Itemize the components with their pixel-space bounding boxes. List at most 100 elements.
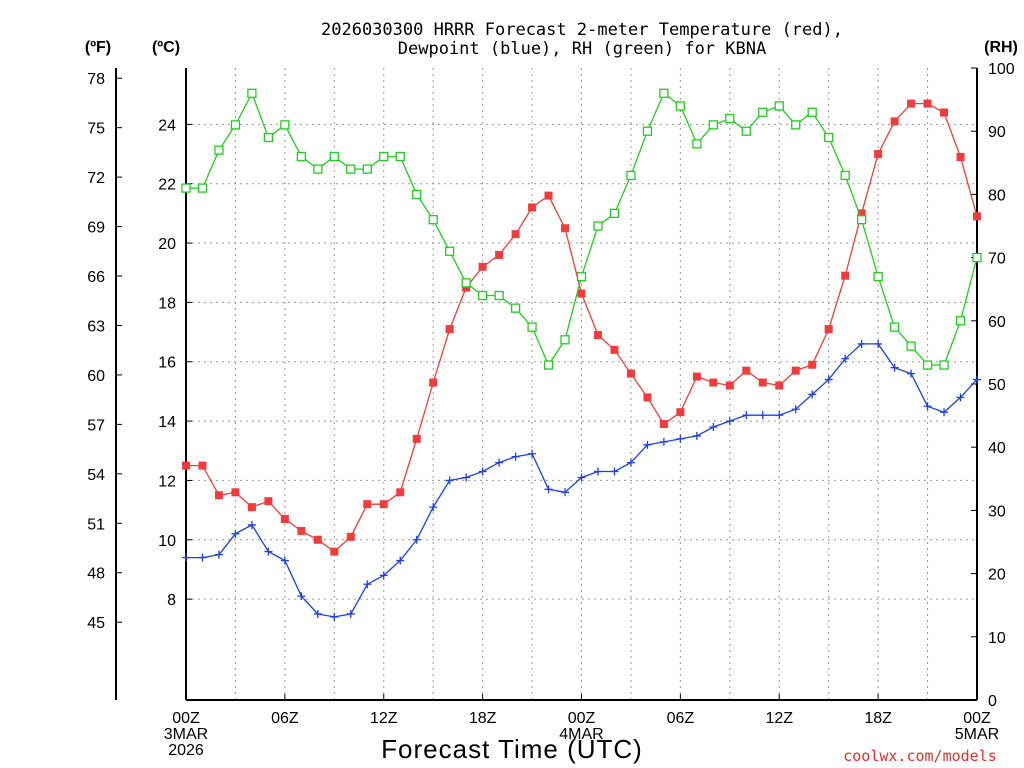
rh-axis-label: (RH) bbox=[984, 39, 1018, 56]
rh-point bbox=[494, 290, 504, 301]
temperature-point bbox=[214, 491, 223, 500]
rh-point bbox=[725, 113, 735, 124]
rh-tick-label: 20 bbox=[988, 567, 1006, 584]
celsius-tick-label: 24 bbox=[158, 117, 176, 134]
rh-point bbox=[741, 126, 751, 136]
temperature-point bbox=[182, 461, 190, 470]
rh-point bbox=[313, 164, 323, 174]
x-tick-label: 2026 bbox=[168, 742, 204, 759]
temperature-point bbox=[198, 461, 207, 470]
dewpoint-point bbox=[528, 449, 537, 458]
rh-tick-label: 90 bbox=[988, 124, 1006, 141]
rh-point bbox=[477, 290, 488, 301]
dewpoint-point bbox=[412, 535, 421, 544]
temperature-point bbox=[643, 393, 652, 402]
rh-point bbox=[807, 107, 817, 117]
rh-point bbox=[214, 145, 224, 155]
celsius-tick-label: 20 bbox=[158, 236, 176, 253]
rh-tick-label: 30 bbox=[988, 503, 1006, 520]
fahrenheit-tick-label: 54 bbox=[87, 467, 105, 484]
temperature-point bbox=[808, 360, 817, 369]
rh-point bbox=[560, 335, 570, 345]
temperature-point bbox=[429, 378, 438, 387]
rh-tick-label: 70 bbox=[988, 251, 1006, 268]
dewpoint-point bbox=[346, 609, 355, 618]
dewpoint-point bbox=[495, 458, 504, 467]
temperature-point bbox=[659, 420, 668, 429]
dewpoint-point bbox=[742, 411, 751, 420]
x-tick-label: 06Z bbox=[667, 710, 695, 727]
x-tick-label: 12Z bbox=[765, 710, 793, 727]
rh-tick-label: 80 bbox=[988, 187, 1006, 204]
dewpoint-point bbox=[973, 375, 981, 384]
temperature-point bbox=[775, 381, 784, 390]
dewpoint-point bbox=[214, 550, 223, 559]
rh-point bbox=[197, 183, 208, 193]
series-rh bbox=[181, 88, 982, 370]
temperature-point bbox=[725, 381, 734, 390]
dewpoint-point bbox=[775, 411, 784, 420]
rh-point bbox=[824, 132, 834, 143]
dewpoint-point bbox=[940, 408, 949, 417]
dewpoint-point bbox=[330, 612, 339, 621]
rh-point bbox=[263, 132, 274, 143]
fahrenheit-tick-label: 45 bbox=[87, 615, 105, 632]
dewpoint-point bbox=[363, 580, 372, 589]
temperature-point bbox=[973, 212, 981, 221]
celsius-tick-label: 18 bbox=[158, 295, 176, 312]
celsius-tick-label: 10 bbox=[158, 533, 176, 550]
dewpoint-point bbox=[626, 458, 635, 467]
temperature-point bbox=[247, 503, 256, 512]
x-tick-label: 00Z bbox=[963, 710, 991, 727]
x-tick-label: 06Z bbox=[271, 710, 299, 727]
fahrenheit-tick-label: 51 bbox=[87, 516, 105, 533]
x-tick-label: 4MAR bbox=[559, 726, 603, 743]
rh-point bbox=[346, 164, 356, 174]
x-tick-label: 18Z bbox=[864, 710, 892, 727]
dewpoint-point bbox=[692, 431, 701, 440]
rh-point bbox=[181, 183, 191, 193]
temperature-point bbox=[231, 488, 240, 497]
temperature-point bbox=[824, 325, 833, 334]
temperature-point bbox=[478, 262, 487, 271]
celsius-tick-label: 12 bbox=[158, 473, 176, 490]
temperature-point bbox=[495, 250, 504, 259]
temperature-point bbox=[610, 345, 619, 354]
series-temperature bbox=[182, 99, 981, 556]
dewpoint-point bbox=[610, 467, 619, 476]
temperature-point bbox=[956, 153, 965, 162]
dewpoint-point bbox=[445, 476, 454, 485]
x-tick-label: 00Z bbox=[568, 710, 596, 727]
rh-point bbox=[939, 360, 949, 370]
rh-point bbox=[527, 322, 537, 332]
temperature-point bbox=[907, 99, 916, 108]
x-tick-label: 00Z bbox=[172, 710, 200, 727]
series-dewpoint bbox=[182, 339, 981, 621]
dewpoint-point bbox=[725, 417, 734, 426]
x-tick-label: 3MAR bbox=[164, 726, 208, 743]
rh-point bbox=[428, 215, 438, 225]
temperature-point bbox=[857, 209, 866, 218]
dewpoint-point bbox=[313, 609, 322, 618]
temperature-point bbox=[890, 117, 899, 126]
rh-point bbox=[280, 120, 290, 130]
fahrenheit-axis-label: (ºF) bbox=[85, 39, 111, 56]
rh-point bbox=[445, 246, 455, 256]
rh-point bbox=[593, 221, 603, 231]
dewpoint-point bbox=[874, 339, 883, 348]
temperature-point bbox=[841, 271, 850, 280]
rh-point bbox=[329, 151, 339, 162]
temperature-point bbox=[330, 547, 339, 556]
rh-point bbox=[576, 271, 587, 282]
dewpoint-point bbox=[808, 390, 817, 399]
dewpoint-point bbox=[758, 411, 767, 420]
temperature-point bbox=[544, 191, 553, 200]
rh-point bbox=[675, 101, 686, 111]
celsius-tick-label: 14 bbox=[158, 414, 176, 431]
temperature-point bbox=[676, 408, 685, 417]
rh-point bbox=[889, 322, 900, 332]
rh-point bbox=[906, 341, 916, 351]
dewpoint-point bbox=[396, 556, 405, 565]
rh-point bbox=[972, 252, 982, 263]
celsius-tick-label: 16 bbox=[158, 355, 176, 372]
